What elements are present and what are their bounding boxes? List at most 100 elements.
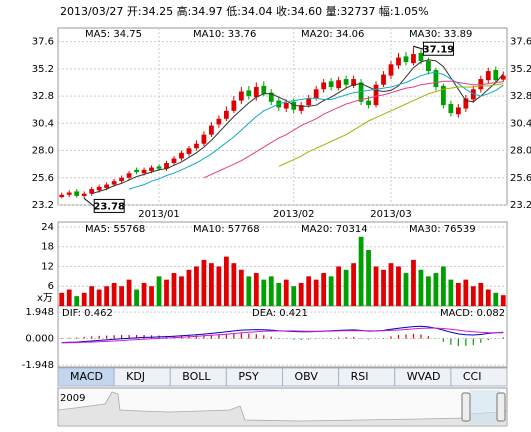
volume-bar <box>261 279 267 306</box>
volume-bar <box>433 273 439 306</box>
candle-body <box>336 80 342 89</box>
y-tick-label: 32.8 <box>510 91 531 102</box>
tab-label[interactable]: MACD <box>70 370 103 383</box>
candle-body <box>411 54 416 64</box>
legend-entry: MA10: 33.76 <box>193 29 256 40</box>
x-tick-label: 2013/02 <box>273 209 315 220</box>
candle-body <box>448 104 454 114</box>
volume-bar <box>104 286 110 306</box>
y-tick-label: 25.6 <box>510 173 531 184</box>
volume-bar <box>216 266 222 306</box>
annotation-leader <box>83 198 95 207</box>
candle-body <box>119 177 125 182</box>
tab-label[interactable]: WVAD <box>407 370 441 383</box>
volume-bar <box>313 279 319 306</box>
candle-body <box>149 167 154 171</box>
candle-body <box>104 184 110 188</box>
candle-body <box>156 166 162 169</box>
tab-label[interactable]: PSY <box>238 370 259 383</box>
volume-bar <box>373 266 379 306</box>
candle-body <box>426 60 431 72</box>
volume-bar <box>246 276 252 306</box>
y-tick-label: 23.2 <box>32 200 54 211</box>
volume-bar <box>470 286 476 306</box>
volume-bar <box>493 292 499 306</box>
candle-body <box>201 134 207 144</box>
tab-label[interactable]: CCI <box>463 370 482 383</box>
tab-label[interactable]: BOLL <box>182 370 211 383</box>
candle-body <box>238 91 244 101</box>
candle-body <box>388 64 394 76</box>
candle-body <box>321 82 327 90</box>
candle-body <box>216 118 222 125</box>
y-tick-label: -1.948 <box>22 360 54 371</box>
candle-body <box>96 186 102 191</box>
x-tick-label: 2013/01 <box>138 209 180 220</box>
y-tick-label: 1.948 <box>25 307 54 318</box>
candle-body <box>455 107 461 115</box>
volume-bar <box>253 273 259 306</box>
legend-entry: DIF: 0.462 <box>62 308 113 319</box>
candle-body <box>403 56 409 63</box>
volume-bar <box>149 286 154 306</box>
macd-panel <box>57 305 508 368</box>
volume-bar <box>231 263 237 306</box>
legend-entry: MACD: 0.082 <box>440 308 505 319</box>
y-tick-label: 23.2 <box>510 200 531 211</box>
volume-bar <box>381 269 386 306</box>
volume-bar <box>119 286 125 306</box>
volume-bar <box>268 276 274 306</box>
volume-bar <box>223 256 229 306</box>
candle-body <box>231 100 237 111</box>
volume-bar <box>298 282 304 306</box>
candle-body <box>396 57 401 66</box>
volume-bar <box>336 266 342 306</box>
tab-label[interactable]: KDJ <box>126 370 145 383</box>
volume-bar <box>156 276 162 306</box>
candle-body <box>493 69 499 81</box>
y-tick-label: 30.4 <box>32 118 54 129</box>
navigator-handle[interactable] <box>496 392 506 422</box>
y-tick-label: 37.6 <box>510 37 531 48</box>
volume-bar <box>201 259 207 306</box>
candle-body <box>171 158 177 164</box>
volume-bar <box>141 282 147 306</box>
volume-bar <box>164 279 169 306</box>
candle-body <box>478 79 484 90</box>
candle-body <box>253 87 259 98</box>
tab-label[interactable]: RSI <box>351 370 369 383</box>
candle-body <box>328 81 334 87</box>
volume-bar <box>478 282 484 306</box>
annotation-box <box>422 41 454 56</box>
y-tick-label: 24 <box>41 222 54 233</box>
tab-label[interactable]: OBV <box>295 370 319 383</box>
volume-bar <box>455 282 461 306</box>
volume-bar <box>111 282 117 306</box>
y-tick-label: 12 <box>41 261 54 272</box>
volume-bar <box>81 292 87 306</box>
line <box>278 83 504 167</box>
volume-bar <box>500 295 506 306</box>
volume-bar <box>403 273 409 306</box>
volume-bar <box>194 266 199 306</box>
tab[interactable] <box>450 367 508 387</box>
volume-bar <box>276 282 282 306</box>
candle-body <box>306 98 312 106</box>
volume-bar <box>396 266 401 306</box>
candle-body <box>298 105 304 111</box>
candle-body <box>463 98 469 109</box>
navigator-handle[interactable] <box>461 392 471 422</box>
candle-body <box>433 69 439 87</box>
volume-bar <box>485 289 491 306</box>
navigator-window[interactable] <box>470 390 500 424</box>
volume-bar <box>328 276 334 306</box>
volume-bar <box>238 269 244 306</box>
volume-bar <box>179 276 184 306</box>
y-tick-label: 25.6 <box>32 173 54 184</box>
volume-bar <box>411 259 416 306</box>
line <box>61 327 504 344</box>
candle-body <box>313 89 319 99</box>
annotation-leader <box>413 45 424 50</box>
